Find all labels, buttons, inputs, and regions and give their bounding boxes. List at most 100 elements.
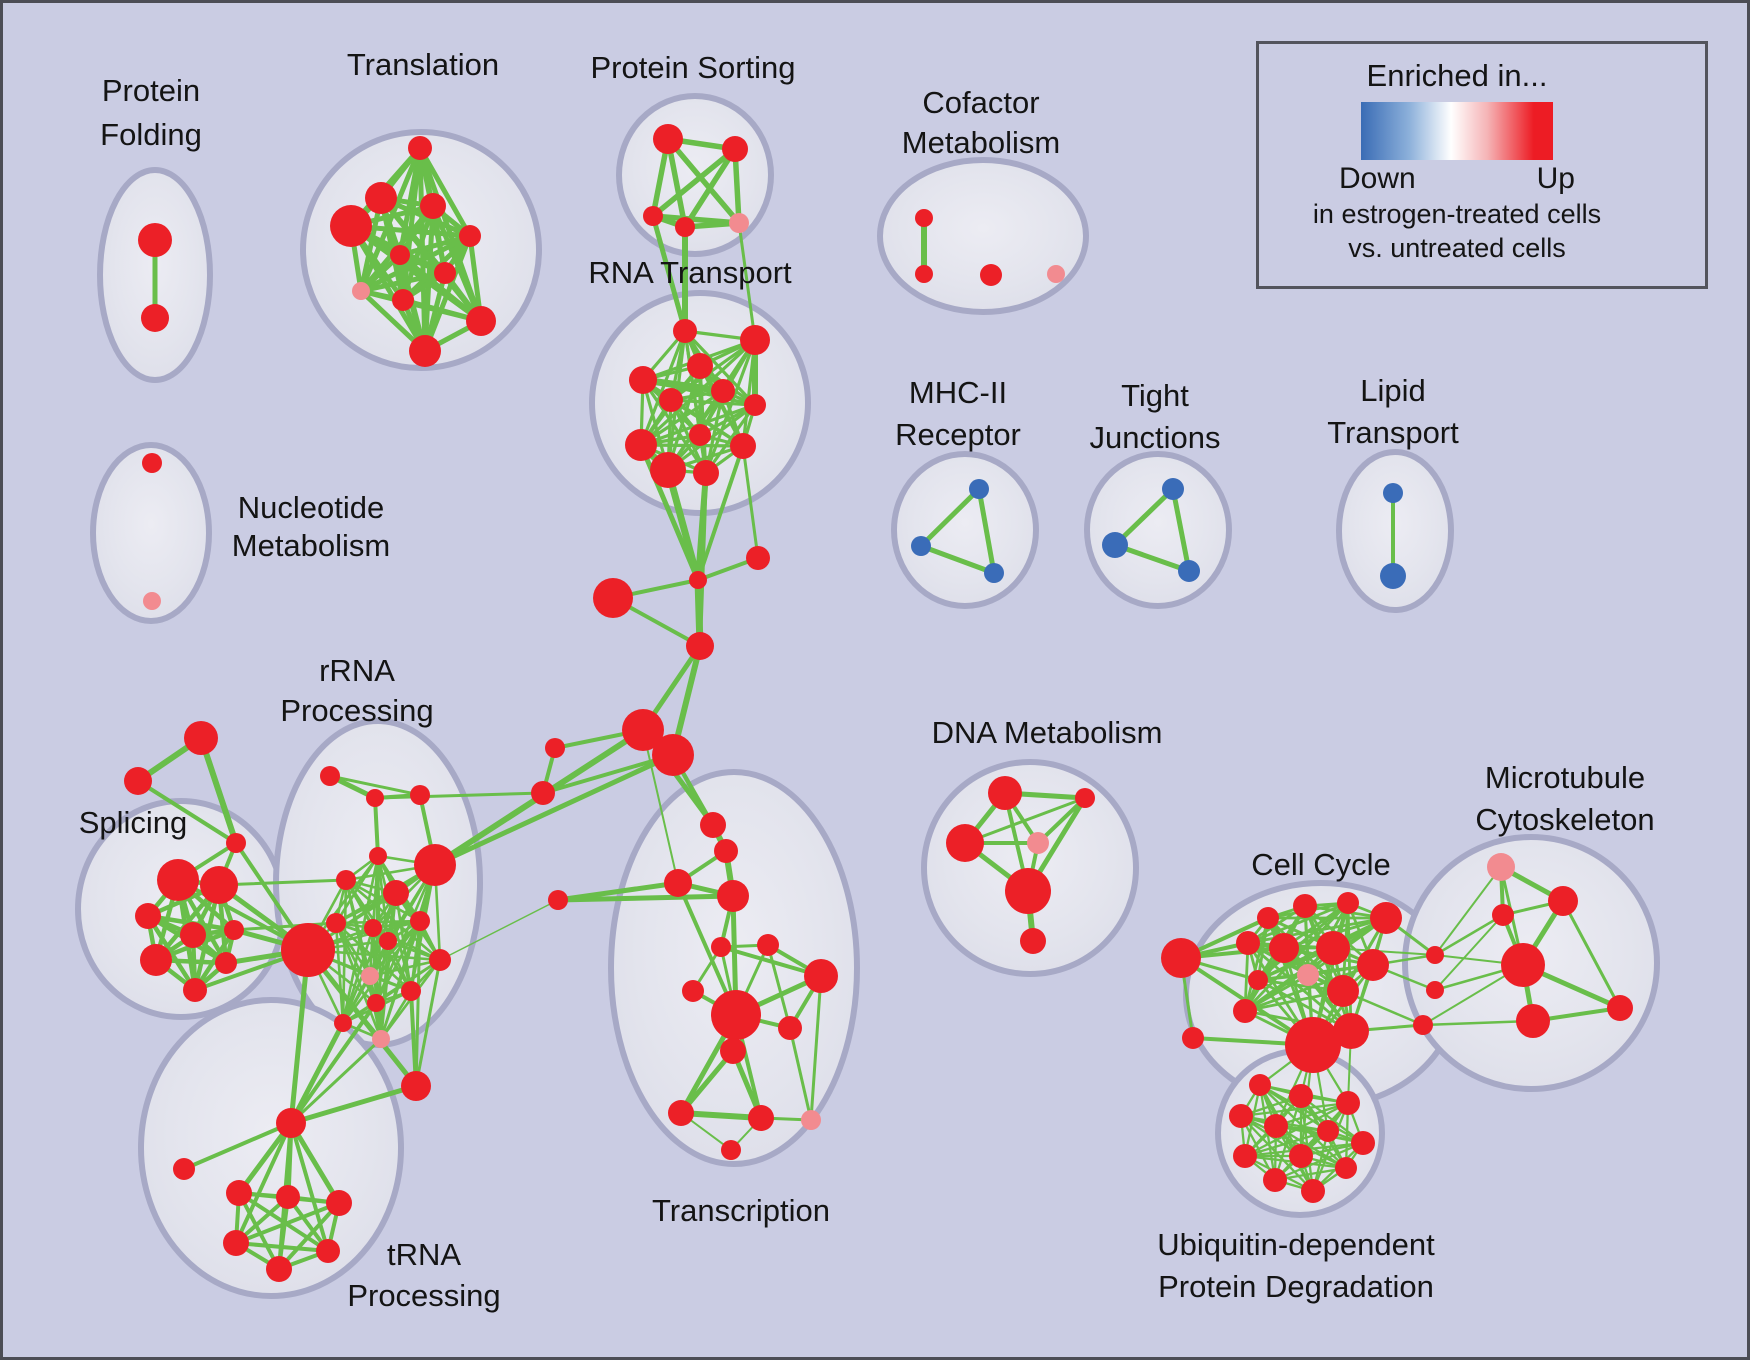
- cluster-label-microtubule-cytoskeleton: Cytoskeleton: [1475, 802, 1654, 837]
- gene-set-node: [372, 1030, 390, 1048]
- network-edge: [1273, 1166, 1348, 1182]
- network-edge: [1246, 916, 1388, 945]
- network-edge: [237, 1191, 281, 1271]
- cluster-label-lipid-transport: Lipid: [1360, 373, 1426, 408]
- gene-set-node: [721, 1140, 741, 1160]
- gene-set-node: [226, 833, 246, 853]
- network-edge: [1170, 486, 1192, 574]
- gene-set-node: [392, 289, 414, 311]
- network-edge: [368, 958, 442, 978]
- network-edge: [288, 1020, 346, 1126]
- network-edge: [918, 543, 997, 576]
- gene-set-node: [722, 136, 748, 162]
- legend-gradient-bar: [1361, 102, 1553, 160]
- gene-set-node: [746, 546, 770, 570]
- network-edge: [1112, 542, 1192, 574]
- gene-set-node: [804, 959, 838, 993]
- gene-set-node: [200, 866, 238, 904]
- gene-set-node: [326, 1190, 352, 1216]
- network-edge: [641, 378, 708, 475]
- cluster-label-rna-transport: RNA Transport: [588, 255, 792, 290]
- gene-set-node: [1487, 853, 1515, 881]
- gene-set-node: [744, 394, 766, 416]
- network-edge: [439, 899, 559, 961]
- legend-subtitle-line1: in estrogen-treated cells: [1312, 199, 1602, 229]
- gene-set-node: [379, 932, 397, 950]
- cluster-ellipse-tight-junctions: [1084, 451, 1232, 609]
- gene-set-node: [1426, 946, 1444, 964]
- gene-set-node: [730, 433, 756, 459]
- cluster-label-mhc-ii-receptor: MHC-II: [909, 375, 1007, 410]
- cluster-label-trna-processing: tRNA: [387, 1237, 461, 1272]
- gene-set-node: [946, 824, 984, 862]
- cluster-label-nucleotide-metabolism: Nucleotide: [238, 490, 384, 525]
- gene-set-node: [1289, 1144, 1313, 1168]
- gene-set-node: [1413, 1015, 1433, 1035]
- gene-set-node: [1492, 904, 1514, 926]
- network-edge: [305, 947, 419, 1089]
- gene-set-node: [408, 136, 432, 160]
- legend-up-label: Up: [1536, 162, 1575, 195]
- network-edge: [809, 974, 823, 1122]
- gene-set-node: [720, 1038, 746, 1064]
- gene-set-node: [364, 919, 382, 937]
- network-edge: [555, 893, 736, 903]
- network-edge: [328, 774, 422, 797]
- legend-down-label: Down: [1339, 162, 1416, 195]
- gene-set-node: [711, 379, 735, 403]
- gene-set-node: [361, 967, 379, 985]
- gene-set-node: [1162, 478, 1184, 500]
- gene-set-node: [659, 388, 683, 412]
- gene-set-node: [1005, 868, 1051, 914]
- network-edge: [639, 329, 687, 447]
- gene-set-node: [401, 981, 421, 1001]
- gene-set-node: [1297, 964, 1319, 986]
- gene-set-node: [414, 844, 456, 886]
- gene-set-node: [459, 225, 481, 247]
- network-edge: [696, 444, 745, 582]
- network-edge: [288, 947, 311, 1126]
- cluster-label-tight-junctions: Junctions: [1090, 420, 1221, 455]
- gene-set-node: [330, 205, 372, 247]
- gene-set-node: [778, 1016, 802, 1040]
- gene-set-node: [1182, 1027, 1204, 1049]
- gene-set-node: [911, 536, 931, 556]
- gene-set-node: [748, 1105, 774, 1131]
- gene-set-node: [1269, 933, 1299, 963]
- cluster-label-rrna-processing: rRNA: [319, 653, 395, 688]
- network-edge: [1332, 947, 1436, 956]
- gene-set-node: [1249, 1074, 1271, 1096]
- gene-set-node: [625, 429, 657, 461]
- network-edge: [379, 919, 422, 1041]
- network-edge: [788, 1026, 813, 1122]
- gene-set-node: [276, 1108, 306, 1138]
- gene-set-node: [988, 776, 1022, 810]
- gene-set-node: [1248, 970, 1268, 990]
- network-edge: [289, 1001, 378, 1125]
- gene-set-node: [1236, 931, 1260, 955]
- gene-set-node: [410, 911, 430, 931]
- cluster-ellipse-dna-metabolism: [921, 759, 1139, 977]
- gene-set-node: [409, 335, 441, 367]
- network-edge: [682, 146, 738, 230]
- gene-set-node: [365, 182, 397, 214]
- legend-content: Enriched in... Down Up in estrogen-treat…: [1259, 44, 1655, 264]
- network-edge: [541, 753, 675, 795]
- network-edge: [358, 270, 448, 294]
- gene-set-node: [1327, 975, 1359, 1007]
- gene-set-node: [184, 721, 218, 755]
- gene-set-node: [1333, 1013, 1369, 1049]
- gene-set-node: [693, 460, 719, 486]
- cluster-label-nucleotide-metabolism: Metabolism: [232, 528, 391, 563]
- gene-set-node: [650, 452, 686, 488]
- gene-set-node: [1027, 832, 1049, 854]
- network-edge: [288, 1083, 419, 1126]
- gene-set-node: [545, 738, 565, 758]
- network-edge: [1246, 901, 1350, 945]
- gene-set-node: [1075, 788, 1095, 808]
- gene-set-node: [717, 880, 749, 912]
- gene-set-node: [434, 262, 456, 284]
- network-edge: [1434, 866, 1502, 956]
- gene-set-node: [367, 994, 385, 1012]
- gene-set-node: [1233, 1144, 1257, 1168]
